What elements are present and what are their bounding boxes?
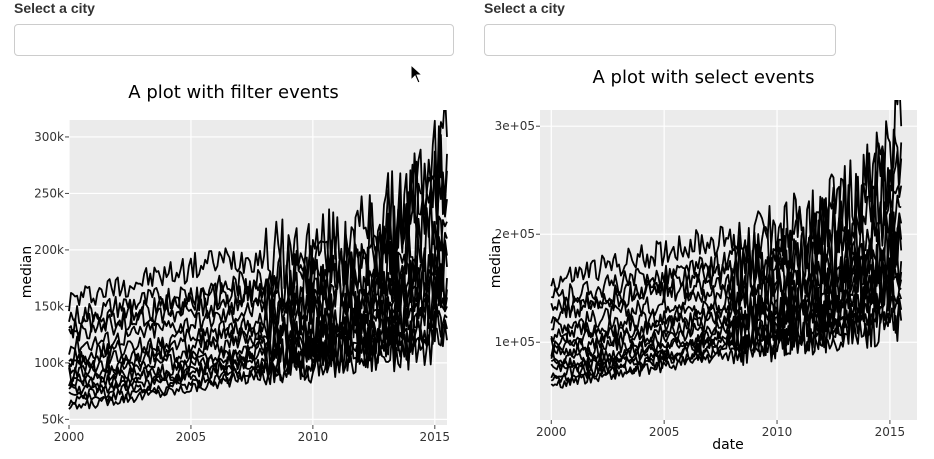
x-tick-label: 2010	[298, 430, 329, 444]
x-axis-title: date	[712, 437, 744, 453]
city-select-label: Select a city	[484, 0, 565, 16]
series-group	[68, 110, 448, 410]
y-tick-label: 100k	[34, 356, 64, 370]
series-line[interactable]	[550, 150, 903, 315]
x-tick-label: 2000	[536, 425, 567, 439]
y-tick-label: 250k	[34, 186, 64, 200]
y-tick-label: 300k	[34, 130, 64, 144]
y-axis-title: median	[488, 236, 504, 288]
series-line[interactable]	[68, 310, 448, 407]
series-line[interactable]	[68, 323, 448, 410]
x-axis: 2000 2005 2010 2015	[536, 420, 905, 439]
x-tick-label: 2005	[649, 425, 680, 439]
series-line[interactable]	[68, 133, 448, 339]
y-tick-label: 50k	[42, 412, 64, 426]
x-tick-label: 2015	[420, 430, 451, 444]
x-tick-label: 2005	[176, 430, 207, 444]
y-axis: 50k 100k 150k 200k 250k 300k	[34, 130, 69, 426]
series-line[interactable]	[550, 295, 903, 383]
series-group	[550, 100, 903, 389]
y-tick-label: 150k	[34, 299, 64, 313]
plot-title: A plot with filter events	[128, 82, 339, 103]
series-line[interactable]	[68, 213, 448, 355]
series-line[interactable]	[551, 128, 903, 305]
city-select-label: Select a city	[14, 0, 95, 16]
x-tick-label: 2015	[875, 425, 906, 439]
series-line[interactable]	[550, 100, 903, 292]
series-line[interactable]	[68, 239, 448, 369]
x-axis: 2000 2005 2010 2015	[54, 425, 450, 444]
city-select-input[interactable]	[14, 24, 454, 56]
mouse-pointer-icon	[410, 64, 424, 84]
y-axis: 1e+05 2e+05 3e+05	[495, 119, 540, 349]
series-line[interactable]	[550, 220, 903, 349]
series-line[interactable]	[550, 303, 903, 389]
y-tick-label: 2e+05	[495, 227, 535, 241]
series-line[interactable]	[68, 215, 448, 366]
plot-title: A plot with select events	[592, 67, 815, 88]
y-tick-label: 1e+05	[495, 335, 535, 349]
series-line[interactable]	[550, 239, 903, 358]
series-line[interactable]	[68, 303, 448, 400]
x-tick-label: 2000	[54, 430, 85, 444]
city-select-input[interactable]	[484, 24, 836, 56]
series-line[interactable]	[550, 251, 903, 365]
y-axis-title: median	[19, 246, 35, 298]
series-line[interactable]	[68, 242, 448, 374]
series-line[interactable]	[68, 110, 448, 312]
x-tick-label: 2010	[762, 425, 793, 439]
filter-events-chart[interactable]: 50k 100k 150k 200k 250k 300k 2000 2005 2010 2015…	[0, 110, 467, 459]
y-tick-label: 3e+05	[495, 119, 535, 133]
y-tick-label: 200k	[34, 243, 64, 257]
